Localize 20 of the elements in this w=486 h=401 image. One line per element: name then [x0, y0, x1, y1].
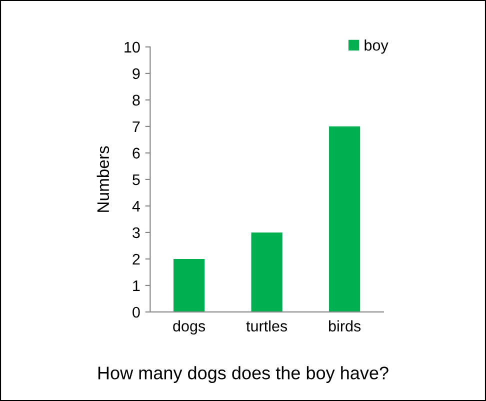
y-tick-label: 9	[132, 68, 140, 80]
bar	[174, 258, 205, 312]
y-tick-label: 6	[132, 148, 140, 159]
y-tick-label: 7	[132, 121, 140, 132]
y-tick-label: 0	[132, 306, 140, 318]
y-tick-label: 10	[124, 42, 140, 53]
legend-label: boy	[364, 39, 388, 54]
bar	[251, 232, 282, 312]
text: How many dogs does the boy have?	[98, 366, 388, 383]
x-tick-label: dogs	[173, 320, 206, 335]
x-tick-label: turtles	[246, 320, 288, 332]
y-tick-label: 8	[132, 94, 140, 106]
y-tick-label: 1	[133, 280, 140, 292]
y-axis-title: Numbers	[96, 146, 110, 212]
y-tick-label: 2	[132, 254, 140, 264]
y-tick-label: 3	[132, 227, 140, 238]
y-tick-label: 5	[132, 174, 140, 186]
x-tick-label: birds	[329, 320, 361, 332]
bar	[329, 126, 360, 312]
y-tick-label: 4	[132, 200, 140, 212]
